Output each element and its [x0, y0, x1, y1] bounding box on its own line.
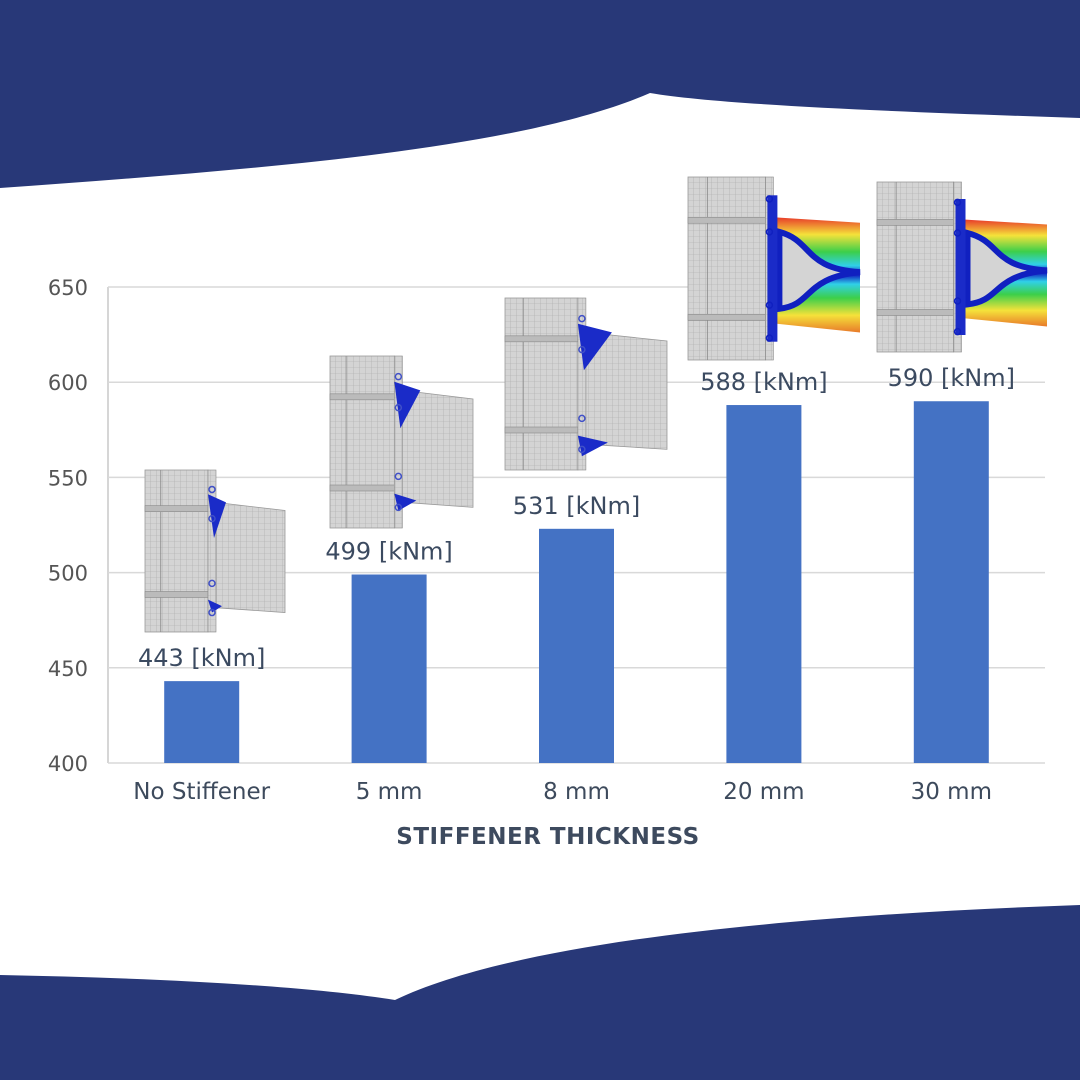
- fem-model-image: [329, 355, 474, 529]
- fem-model-image: [876, 181, 1048, 353]
- fem-model-image: [144, 469, 286, 633]
- x-category-label: No Stiffener: [133, 779, 270, 805]
- x-category-label: 20 mm: [723, 779, 804, 805]
- bar: [726, 405, 802, 763]
- data-label: 588 [kNm]: [700, 368, 827, 396]
- y-tick-label: 450: [48, 657, 88, 681]
- x-category-label: 30 mm: [911, 779, 992, 805]
- x-category-label: 5 mm: [356, 779, 423, 805]
- fem-model-image: [504, 297, 668, 471]
- y-tick-label: 500: [48, 562, 88, 586]
- fem-model-image: [687, 176, 861, 361]
- bar: [539, 528, 614, 763]
- top-banner: [0, 0, 1080, 188]
- bottom-banner: [0, 905, 1080, 1080]
- y-tick-label: 600: [48, 371, 88, 395]
- y-tick-label: 650: [48, 276, 88, 300]
- bar: [164, 681, 240, 763]
- bar: [351, 574, 427, 763]
- x-category-label: 8 mm: [543, 779, 610, 805]
- data-label: 590 [kNm]: [888, 364, 1015, 392]
- y-tick-label: 400: [48, 752, 88, 776]
- bar: [913, 401, 989, 763]
- data-label: 499 [kNm]: [325, 538, 452, 566]
- data-label: 531 [kNm]: [513, 492, 640, 520]
- x-axis-title: STIFFENER THICKNESS: [396, 824, 699, 850]
- y-tick-label: 550: [48, 466, 88, 490]
- data-label: 443 [kNm]: [138, 644, 265, 672]
